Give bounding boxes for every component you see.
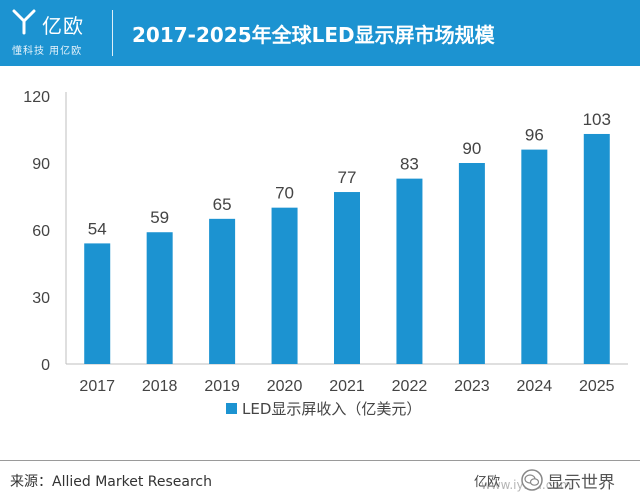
x-tick-label: 2022 [392,378,428,395]
x-tick-label: 2023 [454,378,490,395]
x-tick-label: 2019 [204,378,240,395]
header-banner: 亿欧 懂科技 用亿欧 2017-2025年全球LED显示屏市场规模 [0,0,640,66]
footer-brand: 亿欧 [474,475,501,490]
bar [521,149,548,364]
bar [458,163,485,364]
data-label: 70 [275,184,294,203]
logo-slogan: 懂科技 用亿欧 [12,46,83,57]
bar [583,133,610,364]
bar [209,218,236,364]
x-tick-label: 2021 [329,378,365,395]
yiou-logo-icon [12,9,36,35]
y-tick-label: 90 [32,156,50,173]
data-label: 96 [525,126,544,145]
y-tick-label: 0 [41,357,50,374]
bar-chart: 0 30 60 90 120 54 2017 59 2018 65 2019 70 2020 77 2021… [23,89,628,418]
x-tick-label: 2024 [517,378,553,395]
watermark-text: 显示世界 [547,473,615,493]
bar [396,178,423,364]
data-label: 59 [150,208,169,227]
x-tick-label: 2020 [267,378,303,395]
data-label: 90 [462,139,481,158]
source-note: 来源：Allied Market Research [10,474,212,490]
data-label: 54 [88,219,107,238]
data-label: 77 [338,168,357,187]
bar [334,192,360,364]
page-title: 2017-2025年全球LED显示屏市场规模 [132,23,495,47]
footer-divider [0,460,640,461]
data-label: 103 [583,110,611,129]
y-tick-label: 30 [32,290,50,307]
y-tick-label: 120 [23,89,50,106]
bar [146,232,173,364]
x-tick-label: 2017 [79,378,115,395]
wechat-icon [521,469,543,491]
x-tick-label: 2018 [142,378,178,395]
bar [84,243,111,364]
header-divider [112,10,113,56]
y-tick-label: 60 [32,223,50,240]
legend-label: LED显示屏收入（亿美元） [242,400,421,418]
logo-name: 亿欧 [42,14,84,38]
bar [271,207,298,364]
legend-swatch [226,403,237,414]
data-label: 83 [400,155,419,174]
x-tick-label: 2025 [579,378,615,395]
watermark: www.iyiou.com 显示世界 [481,466,637,494]
data-label: 65 [213,195,232,214]
